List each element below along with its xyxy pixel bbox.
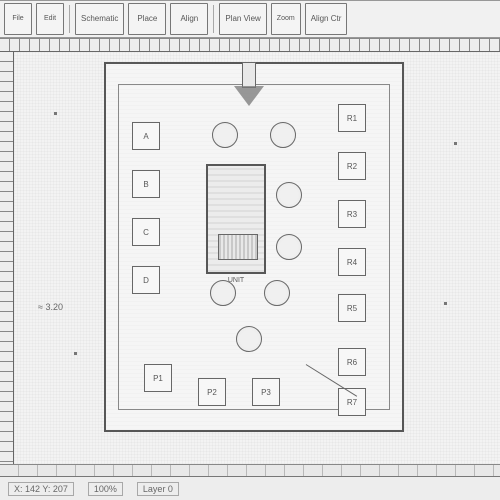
node-label: A — [143, 132, 148, 141]
right-box[interactable]: R2 — [338, 152, 366, 180]
toolbar-btn-edit[interactable]: Edit — [36, 3, 64, 35]
dimension-note: ≈ 3.20 — [38, 302, 63, 312]
marker-circle[interactable] — [210, 280, 236, 306]
marker-circle[interactable] — [236, 326, 262, 352]
toolbar-label: Edit — [42, 15, 58, 23]
node-label: P1 — [153, 374, 163, 383]
toolbar-label: Plan View — [225, 15, 260, 24]
guide-dot — [74, 352, 77, 355]
right-box[interactable]: R1 — [338, 104, 366, 132]
marker-circle[interactable] — [212, 122, 238, 148]
toolbar-btn-alignctr[interactable]: Align Ctr — [305, 3, 348, 35]
toolbar-label: Zoom — [277, 15, 295, 23]
node-label: R4 — [347, 258, 357, 267]
toolbar-label: File — [10, 15, 26, 23]
ruler-horizontal-bottom — [0, 464, 500, 476]
right-box[interactable]: R5 — [338, 294, 366, 322]
ruler-horizontal — [0, 38, 500, 52]
toolbar-btn-file[interactable]: File — [4, 3, 32, 35]
marker-circle[interactable] — [270, 122, 296, 148]
node-label: R2 — [347, 162, 357, 171]
toolbar-label: Place — [134, 15, 160, 24]
node-label: D — [143, 276, 149, 285]
pointer-arrow-icon[interactable] — [234, 62, 264, 108]
marker-circle[interactable] — [276, 234, 302, 260]
toolbar-btn-schematic[interactable]: Schematic — [75, 3, 124, 35]
node-label: B — [143, 180, 148, 189]
left-box[interactable]: B — [132, 170, 160, 198]
guide-dot — [54, 112, 57, 115]
left-box[interactable]: D — [132, 266, 160, 294]
toolbar-label: Align Ctr — [311, 15, 342, 24]
node-label: R7 — [347, 398, 357, 407]
guide-dot — [454, 142, 457, 145]
bottom-box[interactable]: P1 — [144, 364, 172, 392]
toolbar-label: Schematic — [81, 15, 118, 24]
node-label: R5 — [347, 304, 357, 313]
status-zoom: 100% — [88, 482, 123, 496]
toolbar-separator — [213, 5, 214, 33]
right-box[interactable]: R4 — [338, 248, 366, 276]
plan-frame[interactable]: UNIT A B C D R1 R2 R3 R4 R5 R6 R7 P1 P2 … — [104, 62, 404, 432]
guide-dot — [444, 302, 447, 305]
toolbar-btn-zoom[interactable]: Zoom — [271, 3, 301, 35]
toolbar-separator — [69, 5, 70, 33]
right-box[interactable]: R3 — [338, 200, 366, 228]
toolbar-label: Align — [176, 15, 202, 24]
right-box[interactable]: R6 — [338, 348, 366, 376]
bottom-box[interactable]: P3 — [252, 378, 280, 406]
node-label: R3 — [347, 210, 357, 219]
center-inner-unit[interactable] — [218, 234, 258, 260]
node-label: P2 — [207, 388, 217, 397]
toolbar-btn-planview[interactable]: Plan View — [219, 3, 266, 35]
bottom-box[interactable]: P2 — [198, 378, 226, 406]
left-box[interactable]: A — [132, 122, 160, 150]
status-layer: Layer 0 — [137, 482, 179, 496]
center-block[interactable]: UNIT — [206, 164, 266, 274]
drawing-canvas[interactable]: ≈ 3.20 UNIT A B C D R1 R2 R3 R4 R5 R6 R7… — [14, 52, 500, 476]
node-label: C — [143, 228, 149, 237]
marker-circle[interactable] — [276, 182, 302, 208]
left-box[interactable]: C — [132, 218, 160, 246]
node-label: P3 — [261, 388, 271, 397]
status-bar: X: 142 Y: 207 100% Layer 0 — [0, 476, 500, 500]
status-coords: X: 142 Y: 207 — [8, 482, 74, 496]
toolbar-btn-place[interactable]: Place — [128, 3, 166, 35]
node-label: R1 — [347, 114, 357, 123]
app-toolbar: File Edit Schematic Place Align Plan Vie… — [0, 0, 500, 38]
toolbar-btn-align[interactable]: Align — [170, 3, 208, 35]
marker-circle[interactable] — [264, 280, 290, 306]
ruler-vertical — [0, 52, 14, 476]
node-label: R6 — [347, 358, 357, 367]
